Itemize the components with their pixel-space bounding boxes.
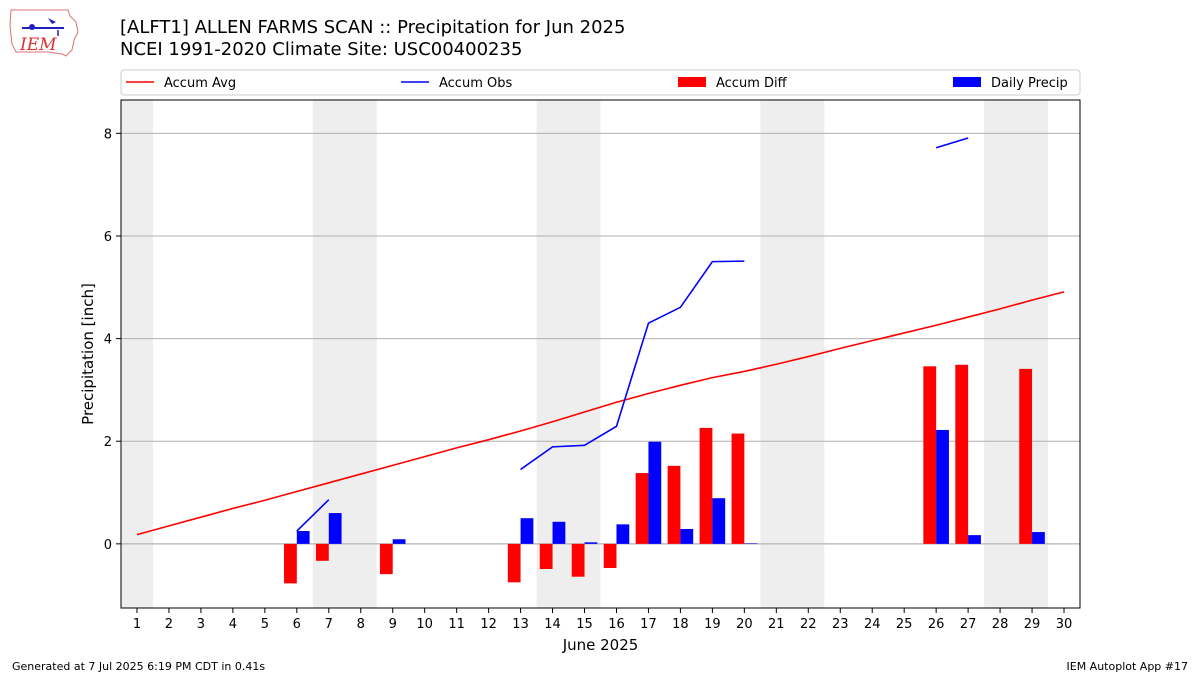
x-tick-label-12: 12: [480, 617, 497, 632]
x-tick-label-8: 8: [357, 617, 365, 632]
bars: [284, 364, 1045, 584]
daily-precip-bar-day-18: [680, 528, 694, 544]
iem-logo: IEM: [8, 6, 80, 60]
x-tick-label-30: 30: [1056, 617, 1073, 632]
daily-precip-bar-day-13: [520, 518, 534, 544]
daily-precip-bar-day-19: [712, 498, 726, 544]
weekend-bands: [121, 100, 1049, 608]
weekend-band-1: [121, 100, 153, 608]
weekend-band-2: [312, 100, 377, 608]
legend-label-daily-precip: Daily Precip: [991, 76, 1068, 91]
x-tick-label-16: 16: [608, 617, 625, 632]
y-tick-label-2: 2: [104, 435, 112, 450]
accum-diff-bar-day-16: [603, 543, 617, 568]
legend-swatch-accum-diff: [678, 77, 706, 87]
x-tick-label-1: 1: [133, 617, 141, 632]
daily-precip-bar-day-17: [648, 441, 662, 544]
x-tick-label-2: 2: [165, 617, 173, 632]
x-tick-label-22: 22: [800, 617, 817, 632]
x-tick-label-24: 24: [864, 617, 881, 632]
weekend-band-3: [536, 100, 601, 608]
x-tick-label-4: 4: [229, 617, 237, 632]
daily-precip-bar-day-9: [392, 539, 406, 544]
legend-label-accum-obs: Accum Obs: [439, 76, 512, 91]
legend-label-accum-avg: Accum Avg: [164, 76, 236, 91]
daily-precip-bar-day-29: [1032, 532, 1045, 544]
x-tick-label-3: 3: [197, 617, 205, 632]
chart-title: [ALFT1] ALLEN FARMS SCAN :: Precipitatio…: [120, 17, 625, 61]
y-tick-label-0: 0: [104, 538, 112, 553]
daily-precip-bar-day-15: [584, 542, 598, 544]
x-tick-label-23: 23: [832, 617, 849, 632]
x-tick-label-14: 14: [544, 617, 561, 632]
lines: [136, 137, 1065, 536]
x-tick-label-17: 17: [640, 617, 657, 632]
daily-precip-bar-day-16: [616, 524, 630, 544]
accum-diff-bar-day-19: [699, 427, 713, 544]
legend: Accum Avg Accum Obs Accum Diff Daily Precip: [120, 69, 1081, 96]
accum-avg-line: [136, 291, 1065, 536]
x-tick-label-15: 15: [576, 617, 593, 632]
y-tick-label-6: 6: [104, 230, 112, 245]
accum-diff-bar-day-29: [1019, 368, 1033, 544]
accum-diff-bar-day-17: [635, 473, 649, 544]
x-tick-label-5: 5: [261, 617, 269, 632]
accum-obs-line-segment-2: [520, 260, 745, 471]
accum-diff-bar-day-26: [923, 366, 937, 544]
x-tick-label-29: 29: [1024, 617, 1041, 632]
x-tick-label-27: 27: [960, 617, 977, 632]
title-line-1: [ALFT1] ALLEN FARMS SCAN :: Precipitatio…: [120, 17, 626, 38]
x-tick-label-26: 26: [928, 617, 945, 632]
daily-precip-bar-day-27: [968, 535, 981, 544]
accum-diff-bar-day-18: [667, 465, 681, 544]
accum-diff-bar-day-13: [507, 543, 521, 583]
accum-diff-bar-day-15: [571, 543, 585, 577]
daily-precip-bar-day-14: [552, 521, 566, 544]
plot-frame: [120, 99, 1081, 609]
weekend-band-4: [760, 100, 825, 608]
x-axis: 1 2 3 4 5 6 7 8 9 10 11 12 13 14 15 16 17 18 19 20 21 22 23 24 2…: [133, 608, 1072, 632]
footer-app: IEM Autoplot App #17: [1066, 660, 1189, 673]
accum-obs-line-segment-3: [935, 137, 969, 149]
y-axis: 0 2 4 6 8: [104, 127, 121, 553]
x-tick-label-6: 6: [293, 617, 301, 632]
x-tick-label-25: 25: [896, 617, 913, 632]
y-tick-label-4: 4: [104, 333, 112, 348]
logo-text: IEM: [19, 35, 57, 55]
legend-label-accum-diff: Accum Diff: [716, 76, 788, 91]
x-axis-label: June 2025: [562, 636, 639, 654]
legend-swatch-daily-precip: [953, 77, 981, 87]
x-tick-label-28: 28: [992, 617, 1009, 632]
accum-diff-bar-day-6: [284, 543, 297, 584]
x-tick-label-20: 20: [736, 617, 753, 632]
accum-diff-bar-day-27: [955, 364, 969, 544]
x-tick-label-13: 13: [512, 617, 529, 632]
daily-precip-bar-day-20: [744, 543, 758, 544]
accum-diff-bar-day-7: [315, 543, 329, 561]
accum-diff-bar-day-20: [731, 433, 745, 544]
accum-diff-bar-day-14: [539, 543, 553, 570]
daily-precip-bar-day-6: [296, 531, 310, 544]
x-tick-label-9: 9: [389, 617, 397, 632]
weekend-band-5: [984, 100, 1049, 608]
x-tick-label-18: 18: [672, 617, 689, 632]
x-tick-label-10: 10: [416, 617, 433, 632]
daily-precip-bar-day-26: [936, 429, 949, 544]
title-line-2: NCEI 1991-2020 Climate Site: USC00400235: [120, 39, 523, 60]
y-tick-label-8: 8: [104, 127, 112, 142]
y-axis-label: Precipitation [inch]: [79, 283, 97, 425]
x-tick-label-7: 7: [325, 617, 333, 632]
x-tick-label-21: 21: [768, 617, 785, 632]
accum-diff-bar-day-9: [379, 543, 393, 575]
accum-obs-line-segment-1: [296, 499, 330, 532]
daily-precip-bar-day-7: [328, 513, 342, 544]
x-tick-label-19: 19: [704, 617, 721, 632]
x-tick-label-11: 11: [448, 617, 465, 632]
legend-box: [120, 69, 1081, 96]
footer-generated: Generated at 7 Jul 2025 6:19 PM CDT in 0…: [12, 660, 266, 673]
